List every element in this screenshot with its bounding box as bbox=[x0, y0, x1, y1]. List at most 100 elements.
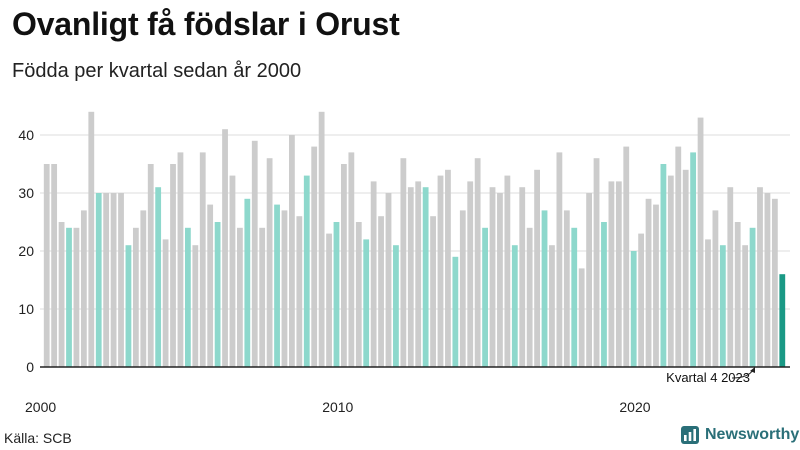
bar: 2013 Q1: 26 bbox=[430, 216, 436, 367]
bar: 2011 Q3: 30 bbox=[385, 193, 392, 367]
bar: 2002 Q3: 30 bbox=[118, 193, 124, 367]
bar: 2004 Q1: 22 bbox=[162, 239, 169, 367]
bar: 2018 Q4: 25 bbox=[601, 222, 607, 367]
bar: 2017 Q2: 37 bbox=[556, 152, 563, 367]
bar: 2020 Q3: 28 bbox=[653, 204, 659, 367]
x-tick-label: 2020 bbox=[619, 399, 650, 415]
chart-subtitle: Födda per kvartal sedan år 2000 bbox=[12, 60, 302, 82]
latest-quarter-annotation: Kvartal 4 2023 bbox=[666, 370, 750, 385]
bar: 2016 Q2: 24 bbox=[526, 227, 533, 367]
y-tick-label: 20 bbox=[18, 243, 34, 259]
bar: 2020 Q4: 35 bbox=[660, 164, 667, 367]
bar: 2006 Q1: 41 bbox=[222, 129, 228, 367]
bar: 2014 Q2: 32 bbox=[467, 181, 474, 367]
bar: 2014 Q3: 36 bbox=[474, 158, 481, 367]
bar: 2013 Q4: 19 bbox=[452, 256, 459, 367]
bar: 2019 Q4: 20 bbox=[630, 251, 637, 367]
y-tick-label: 10 bbox=[18, 301, 34, 317]
bar: 2023 Q3: 21 bbox=[742, 245, 749, 367]
brand-logo: Newsworthy bbox=[681, 426, 799, 444]
bar: 2021 Q1: 33 bbox=[667, 175, 674, 367]
bar: 2006 Q3: 24 bbox=[236, 227, 243, 367]
bar: 2000 Q4: 24 bbox=[66, 227, 72, 367]
bar: 2004 Q3: 37 bbox=[177, 152, 184, 367]
bar: 2016 Q4: 27 bbox=[541, 210, 548, 367]
bar: 2017 Q4: 24 bbox=[571, 227, 578, 367]
y-tick-label: 40 bbox=[18, 127, 34, 143]
chart-title: Ovanligt få födslar i Orust bbox=[12, 6, 400, 42]
bar: 2008 Q1: 27 bbox=[281, 210, 288, 367]
annotation-arrowhead bbox=[750, 367, 755, 373]
bar: 2008 Q4: 33 bbox=[303, 175, 310, 367]
source-note: Källa: SCB bbox=[4, 430, 72, 446]
bar: 2008 Q3: 26 bbox=[296, 216, 303, 367]
bar: 2011 Q4: 21 bbox=[393, 245, 399, 367]
bar: 2015 Q3: 33 bbox=[504, 175, 511, 367]
bar: 2000 Q2: 35 bbox=[51, 164, 58, 367]
bar: 2009 Q3: 23 bbox=[326, 233, 332, 367]
y-tick-label: 0 bbox=[26, 359, 34, 375]
bar: 2019 Q2: 32 bbox=[615, 181, 622, 367]
x-tick-label: 2010 bbox=[322, 399, 353, 415]
bar: 2015 Q1: 31 bbox=[489, 187, 496, 367]
bar: 2020 Q1: 23 bbox=[638, 233, 645, 367]
bar: undefined: 29 bbox=[771, 198, 778, 367]
x-tick-label: 2000 bbox=[25, 399, 56, 415]
bar: 2011 Q1: 32 bbox=[370, 181, 377, 367]
bar: 2001 Q2: 27 bbox=[80, 210, 87, 367]
bar: 2021 Q4: 37 bbox=[690, 152, 697, 367]
bar: 2014 Q1: 27 bbox=[459, 210, 466, 367]
bar: 2014 Q4: 24 bbox=[482, 227, 488, 367]
bar: 2000 Q1: 35 bbox=[43, 164, 50, 367]
bar: 2017 Q3: 27 bbox=[563, 210, 570, 367]
bar: 2005 Q3: 28 bbox=[207, 204, 214, 367]
bar: 2017 Q1: 21 bbox=[549, 245, 555, 367]
bar: 2021 Q2: 38 bbox=[675, 146, 682, 367]
bar: 2010 Q4: 22 bbox=[363, 239, 370, 367]
bar: 2010 Q3: 25 bbox=[355, 222, 362, 367]
bar: 2009 Q2: 44 bbox=[318, 111, 325, 367]
bar: 2022 Q4: 21 bbox=[719, 245, 726, 367]
bar: 2006 Q4: 29 bbox=[244, 198, 251, 367]
bar: 2018 Q2: 30 bbox=[586, 193, 593, 367]
bar: 2010 Q1: 35 bbox=[341, 164, 347, 367]
bar: 2018 Q3: 36 bbox=[593, 158, 600, 367]
bar: 2010 Q2: 37 bbox=[348, 152, 355, 367]
bar: 2016 Q3: 34 bbox=[534, 169, 540, 367]
bar: 2006 Q2: 33 bbox=[229, 175, 236, 367]
bar: 2015 Q2: 30 bbox=[497, 193, 503, 367]
bar: 2002 Q2: 30 bbox=[110, 193, 117, 367]
bar: undefined: 31 bbox=[757, 187, 763, 367]
bar: 2019 Q1: 32 bbox=[608, 181, 615, 367]
bar: 2022 Q2: 22 bbox=[705, 239, 711, 367]
bar: 2003 Q1: 24 bbox=[132, 227, 139, 367]
bar: 2007 Q1: 39 bbox=[251, 140, 258, 367]
bar: 2001 Q1: 24 bbox=[73, 227, 80, 367]
bar: 2004 Q2: 35 bbox=[170, 164, 176, 367]
bar: 2007 Q3: 36 bbox=[266, 158, 273, 367]
y-tick-label: 30 bbox=[18, 185, 34, 201]
bar: 2011 Q2: 26 bbox=[378, 216, 384, 367]
bar: 2003 Q3: 35 bbox=[147, 164, 154, 367]
bar: 2012 Q4: 31 bbox=[422, 187, 429, 367]
bar: 2005 Q4: 25 bbox=[214, 222, 221, 367]
bar: 2012 Q1: 36 bbox=[400, 158, 407, 367]
bar: 2019 Q3: 38 bbox=[623, 146, 630, 367]
bar: 2018 Q1: 17 bbox=[578, 268, 585, 367]
bar: 2003 Q4: 31 bbox=[155, 187, 162, 367]
bar: 2016 Q1: 31 bbox=[519, 187, 526, 367]
bar: 2023 Q1: 31 bbox=[727, 187, 734, 367]
bar: 2005 Q2: 37 bbox=[199, 152, 206, 367]
bar: 2012 Q3: 32 bbox=[415, 181, 422, 367]
bar: 2020 Q2: 29 bbox=[645, 198, 652, 367]
bar: 2009 Q1: 38 bbox=[311, 146, 318, 367]
bar: 2004 Q4: 24 bbox=[184, 227, 191, 367]
bar: 2022 Q1: 43 bbox=[697, 117, 704, 367]
bar: 2003 Q2: 27 bbox=[140, 210, 147, 367]
bar: 2001 Q3: 44 bbox=[88, 111, 95, 367]
bar: 2000 Q3: 25 bbox=[58, 222, 65, 367]
bar: 2005 Q1: 21 bbox=[192, 245, 199, 367]
bar: 2002 Q1: 30 bbox=[103, 193, 110, 367]
bar: 2013 Q3: 34 bbox=[445, 169, 451, 367]
bar: 2007 Q4: 28 bbox=[274, 204, 280, 367]
